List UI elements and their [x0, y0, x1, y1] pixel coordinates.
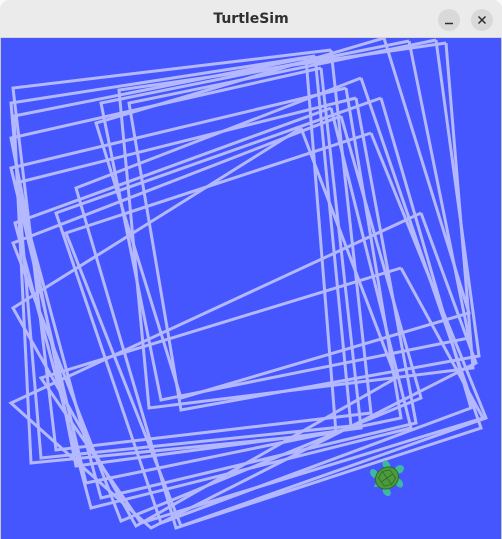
pen-trail [94, 38, 471, 400]
pen-trail [9, 86, 403, 485]
turtle-shell-pattern [377, 469, 397, 487]
pen-trails [8, 38, 488, 530]
pen-trail [10, 126, 398, 529]
turtle-canvas[interactable] [1, 38, 501, 539]
pen-trail [99, 39, 471, 402]
minimize-icon [445, 22, 453, 25]
pen-trail [12, 56, 338, 465]
pen-trail [74, 76, 483, 530]
title-bar[interactable]: TurtleSim [0, 0, 502, 38]
minimize-button[interactable] [438, 9, 460, 31]
pen-trail [8, 211, 478, 530]
turtle-icon [370, 460, 404, 497]
pen-trail [9, 66, 363, 468]
pen-trail [13, 106, 413, 510]
close-button[interactable] [471, 9, 493, 31]
drawing-surface [1, 38, 501, 539]
pen-trail [9, 54, 353, 460]
pen-trail [11, 48, 373, 452]
close-icon [477, 15, 487, 25]
pen-trail [64, 131, 488, 528]
pen-trail [38, 266, 486, 525]
window-title: TurtleSim [213, 11, 289, 27]
pen-trail [11, 114, 423, 523]
